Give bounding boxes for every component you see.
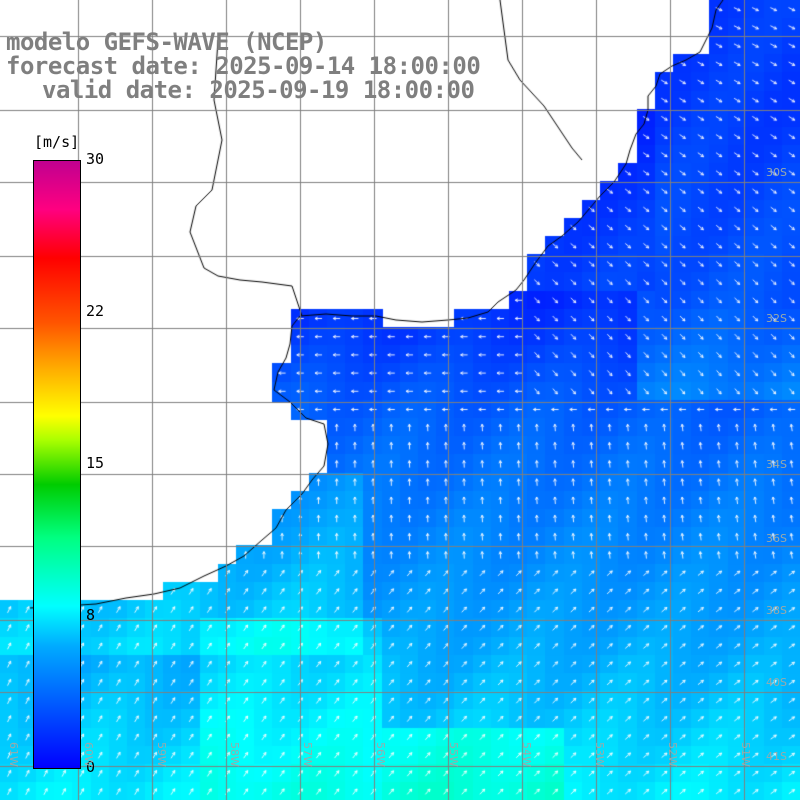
lat-label: 30S xyxy=(766,166,787,179)
forecast-date: forecast date: 2025-09-14 18:00:00 xyxy=(6,52,481,80)
lon-label: 52W xyxy=(666,742,679,767)
model-title: modelo GEFS-WAVE (NCEP) xyxy=(6,28,327,56)
colorbar-tick-8: 8 xyxy=(86,606,96,624)
lon-label: 55W xyxy=(447,742,460,767)
lat-label: 38S xyxy=(766,604,787,617)
lon-label: 54W xyxy=(520,742,533,767)
colorbar-tick-22: 22 xyxy=(86,302,105,320)
lon-label: 56W xyxy=(374,742,387,767)
colorbar-tick-15: 15 xyxy=(86,454,105,472)
colorbar-unit: [m/s] xyxy=(34,133,80,151)
colorbar-tick-0: 0 xyxy=(86,758,96,776)
lat-label: 34S xyxy=(766,458,787,471)
lon-label: 57W xyxy=(301,742,314,767)
colorbar-tick-30: 30 xyxy=(86,150,105,168)
valid-date: valid date: 2025-09-19 18:00:00 xyxy=(42,76,475,104)
map-title: modelo GEFS-WAVE (NCEP) forecast date: 2… xyxy=(6,28,481,104)
lon-label: 58W xyxy=(228,742,241,767)
lat-label: 32S xyxy=(766,312,787,325)
lat-label: 40S xyxy=(766,676,787,689)
lat-label: 36S xyxy=(766,532,787,545)
lon-label: 53W xyxy=(593,742,606,767)
lon-label: 51W xyxy=(739,742,752,767)
lat-label: 41S xyxy=(766,750,787,763)
lon-label: 59W xyxy=(155,742,168,767)
colorbar xyxy=(33,160,81,769)
lon-label: 60W xyxy=(82,742,95,767)
lon-label: 61W xyxy=(7,742,20,767)
